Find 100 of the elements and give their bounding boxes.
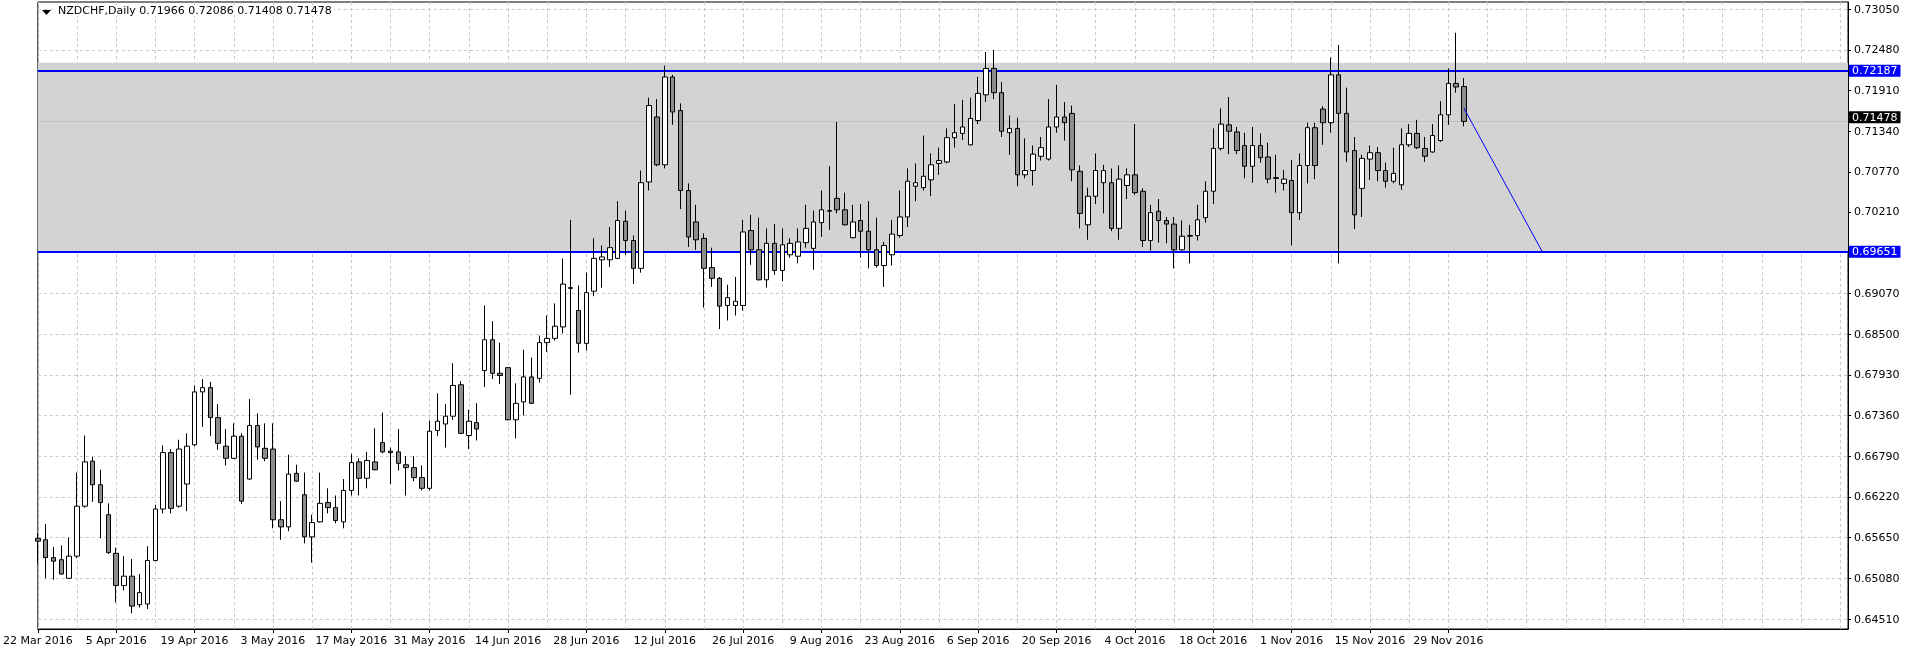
candlestick xyxy=(638,170,644,274)
candlestick xyxy=(411,455,417,482)
candlestick xyxy=(1258,132,1263,164)
candlestick xyxy=(811,210,816,271)
candlestick xyxy=(866,200,871,269)
candlestick xyxy=(834,121,840,214)
candlestick xyxy=(654,98,660,167)
candlestick xyxy=(98,469,103,539)
candlestick xyxy=(701,232,707,309)
candlestick xyxy=(960,99,965,141)
candlestick xyxy=(262,422,268,462)
candlestick xyxy=(1203,180,1208,224)
candlestick xyxy=(521,349,526,416)
candlestick xyxy=(356,457,362,496)
candlestick xyxy=(82,434,88,509)
candlestick xyxy=(380,412,385,454)
candlestick xyxy=(952,103,957,149)
candlestick xyxy=(936,147,942,176)
candlestick xyxy=(513,382,519,439)
candlestick xyxy=(889,219,895,267)
candlestick xyxy=(787,237,793,259)
x-tick-label: 23 Aug 2016 xyxy=(864,634,936,647)
candlestick xyxy=(1328,57,1334,134)
x-tick-label: 9 Aug 2016 xyxy=(789,634,854,647)
x-tick-label: 31 May 2016 xyxy=(393,634,466,647)
candlestick xyxy=(294,464,299,483)
candlestick xyxy=(874,217,879,269)
candlestick xyxy=(137,573,142,609)
candlestick xyxy=(388,447,393,485)
candlestick xyxy=(1085,187,1091,241)
candlestick xyxy=(90,456,95,503)
candlestick xyxy=(184,432,190,512)
candlestick xyxy=(43,523,48,579)
candlestick xyxy=(1109,167,1114,232)
candlestick xyxy=(168,448,174,514)
candlestick xyxy=(1234,126,1240,155)
candlestick xyxy=(1218,107,1224,152)
candlestick xyxy=(1022,137,1028,179)
x-tick-label: 12 Jul 2016 xyxy=(633,634,696,647)
y-tick-label: 0.66220 xyxy=(1854,490,1900,504)
candlestick xyxy=(466,409,472,450)
candlestick xyxy=(780,227,785,282)
candlestick xyxy=(255,412,260,461)
candlestick xyxy=(1046,98,1051,162)
candlestick xyxy=(544,315,550,353)
candlestick xyxy=(1069,105,1075,182)
candlestick xyxy=(1265,142,1271,184)
x-tick-label: 19 Apr 2016 xyxy=(160,634,229,647)
candlestick xyxy=(552,302,558,341)
candlestick xyxy=(51,546,56,581)
candlestick xyxy=(756,217,762,282)
ref-line-label: 0.72187 xyxy=(1852,64,1898,78)
candlestick xyxy=(286,454,291,532)
candlestick xyxy=(1446,67,1451,126)
candlestick xyxy=(176,439,182,509)
candlestick xyxy=(858,203,863,259)
candlestick xyxy=(349,453,354,496)
y-tick-label: 0.71340 xyxy=(1854,124,1900,138)
candlestick xyxy=(921,135,926,192)
candlestick xyxy=(396,428,401,471)
candlestick xyxy=(944,127,950,164)
candlestick xyxy=(1352,136,1357,230)
candlestick xyxy=(591,237,597,297)
candlestick xyxy=(333,494,338,524)
candlestick xyxy=(341,478,346,529)
candlestick xyxy=(435,392,440,437)
candlestick xyxy=(717,276,722,330)
y-tick-label: 0.69070 xyxy=(1854,286,1900,300)
candlestick xyxy=(928,152,934,197)
candlestick xyxy=(66,537,72,580)
candlestick xyxy=(1438,100,1443,143)
candlestick xyxy=(623,210,628,256)
candlestick xyxy=(1461,77,1467,127)
candlestick xyxy=(302,472,307,544)
x-tick-label: 17 May 2016 xyxy=(315,634,388,647)
candlestick xyxy=(364,451,370,489)
candlestick xyxy=(1399,127,1404,191)
x-tick-label: 20 Sep 2016 xyxy=(1021,634,1092,647)
candlestick xyxy=(490,320,495,380)
candlestick xyxy=(419,464,425,491)
candlestick xyxy=(443,403,448,449)
ref-line-label: 0.71478 xyxy=(1852,110,1898,124)
y-tick-label: 0.70770 xyxy=(1854,165,1900,179)
candlestick xyxy=(725,284,730,321)
candlestick xyxy=(850,204,856,239)
candlestick xyxy=(913,162,918,202)
candlestick xyxy=(631,235,636,285)
candlestick xyxy=(662,65,668,169)
candlestick xyxy=(607,226,613,268)
candlestick xyxy=(1320,105,1326,146)
candlestick xyxy=(427,419,432,491)
candlestick xyxy=(1359,154,1365,218)
candlestick xyxy=(693,204,699,251)
candlestick xyxy=(733,276,738,316)
candlestick xyxy=(1391,147,1396,184)
candlestick xyxy=(192,384,197,447)
y-tick-label: 0.64510 xyxy=(1854,612,1900,626)
candlestick xyxy=(537,335,542,384)
y-tick-label: 0.65080 xyxy=(1854,571,1900,585)
candlestick xyxy=(1101,164,1106,214)
